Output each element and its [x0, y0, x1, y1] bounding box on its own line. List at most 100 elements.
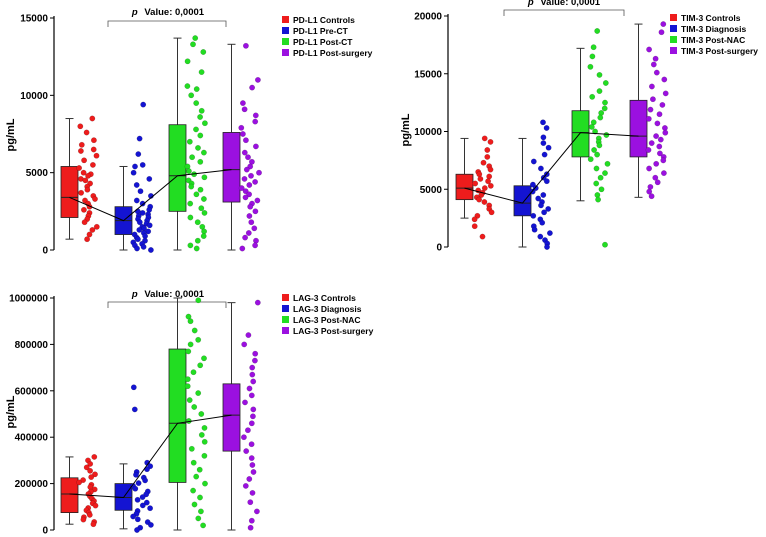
lag3-pvalue-bracket	[107, 301, 227, 308]
tim3-data-point	[587, 63, 594, 70]
pdl1-data-point	[84, 186, 91, 193]
pdl1-data-point	[187, 200, 194, 207]
pdl1-data-point	[252, 242, 259, 249]
pdl1-data-point	[193, 100, 200, 107]
tim3-data-point	[661, 76, 668, 83]
tim3-legend-label: TIM-3 Post-NAC	[681, 35, 745, 45]
pdl1-y-tick-label: 0	[42, 246, 48, 257]
lag3-data-point	[131, 406, 138, 413]
tim3-data-point	[659, 102, 666, 108]
pdl1-data-point	[193, 126, 199, 133]
lag3-data-point	[249, 371, 256, 378]
pdl1-data-point	[78, 189, 85, 196]
tim3-data-point	[532, 185, 539, 192]
tim3-data-point	[660, 21, 667, 27]
pdl1-data-point	[140, 101, 147, 108]
pdl1-data-point	[133, 197, 140, 204]
lag3-data-point	[195, 336, 202, 343]
tim3-data-point	[602, 170, 608, 177]
lag3-data-point	[130, 384, 137, 391]
pdl1-legend-label: PD-L1 Post-surgery	[293, 48, 373, 58]
lag3-data-point	[248, 441, 255, 448]
tim3-data-point	[662, 90, 669, 97]
lag3-data-point	[201, 438, 208, 445]
pdl1-data-point	[136, 226, 143, 233]
pdl1-legend-label: PD-L1 Pre-CT	[293, 26, 349, 36]
pdl1-data-point	[184, 58, 191, 65]
lag3-data-point	[240, 434, 247, 441]
pdl1-data-point	[89, 226, 96, 233]
pdl1-data-point	[239, 131, 246, 137]
tim3-data-point	[537, 233, 544, 240]
pdl1-data-point	[253, 237, 259, 244]
tim3-data-point	[648, 193, 655, 200]
tim3-chart: 0 5000 10000 15000 20000 pg/mL p Value: 0,00…	[400, 0, 758, 254]
lag3-data-point	[248, 517, 255, 524]
pdl1-box	[168, 124, 187, 212]
lag3-y-axis: 0 200000 400000 600000 800000 1000000	[9, 294, 55, 537]
pdl1-data-point	[252, 208, 259, 215]
lag3-data-point	[198, 411, 205, 417]
tim3-data-point	[593, 165, 600, 172]
tim3-pvalue-text: Value: 0,0001	[540, 0, 600, 8]
pdl1-data-point	[136, 135, 143, 142]
pdl1-data-point	[78, 148, 84, 154]
lag3-pvalue-bracket-line	[107, 301, 227, 308]
pdl1-data-point	[89, 115, 96, 122]
lag3-data-point	[134, 527, 140, 533]
pdl1-data-point	[239, 100, 246, 107]
pdl1-data-point	[200, 196, 207, 202]
lag3-y-axis-label: pg/mL	[5, 395, 17, 428]
lag3-legend-label: LAG-3 Controls	[293, 293, 356, 303]
tim3-data-point	[602, 80, 609, 86]
tim3-y-tick-label: 5000	[420, 185, 443, 196]
lag3-data-point	[201, 452, 208, 459]
pdl1-data-point	[242, 194, 249, 201]
lag3-boxes	[60, 297, 261, 533]
tim3-data-point	[661, 170, 667, 177]
pdl1-data-point	[242, 137, 249, 144]
pdl1-pvalue-text: Value: 0,0001	[144, 7, 204, 18]
pdl1-data-point	[198, 205, 205, 212]
pdl1-data-point	[201, 174, 208, 181]
lag3-data-point	[92, 502, 99, 509]
pdl1-data-point	[188, 183, 195, 190]
tim3-data-point	[477, 175, 484, 182]
pdl1-legend-swatch	[282, 16, 289, 23]
tim3-data-point	[481, 185, 488, 192]
lag3-data-point	[130, 513, 137, 520]
pdl1-data-point	[184, 83, 191, 90]
tim3-data-point	[538, 165, 544, 172]
lag3-data-point	[184, 376, 191, 383]
tim3-data-point	[596, 142, 603, 149]
lag3-y-tick-label: 600000	[15, 386, 49, 397]
tim3-legend-swatch	[670, 14, 677, 21]
pdl1-data-point	[252, 143, 259, 150]
pdl1-data-point	[189, 154, 196, 161]
lag3-data-point	[253, 508, 260, 515]
tim3-data-point	[652, 55, 659, 62]
lag3-data-point	[190, 369, 197, 376]
tim3-data-point	[657, 150, 663, 157]
tim3-data-point	[486, 173, 493, 180]
tim3-data-point	[595, 196, 601, 203]
pdl1-data-point	[246, 213, 253, 219]
tim3-data-point	[541, 151, 548, 158]
pdl1-data-point	[248, 219, 255, 226]
pdl1-data-point	[238, 185, 245, 192]
lag3-data-point	[196, 466, 203, 473]
lag3-data-point	[186, 397, 193, 403]
lag3-data-point	[88, 474, 95, 480]
pdl1-legend-label: PD-L1 Controls	[293, 15, 355, 25]
pdl1-legend-swatch	[282, 49, 289, 56]
pdl1-data-point	[76, 165, 83, 171]
lag3-data-point	[87, 467, 94, 474]
tim3-data-point	[650, 61, 657, 68]
lag3-data-point	[147, 522, 154, 528]
tim3-data-point	[543, 125, 550, 131]
tim3-data-point	[658, 29, 665, 36]
pdl1-box	[222, 132, 241, 203]
pdl1-data-point	[137, 188, 144, 195]
pdl1-data-point	[82, 177, 89, 184]
pdl1-data-point	[134, 236, 141, 243]
